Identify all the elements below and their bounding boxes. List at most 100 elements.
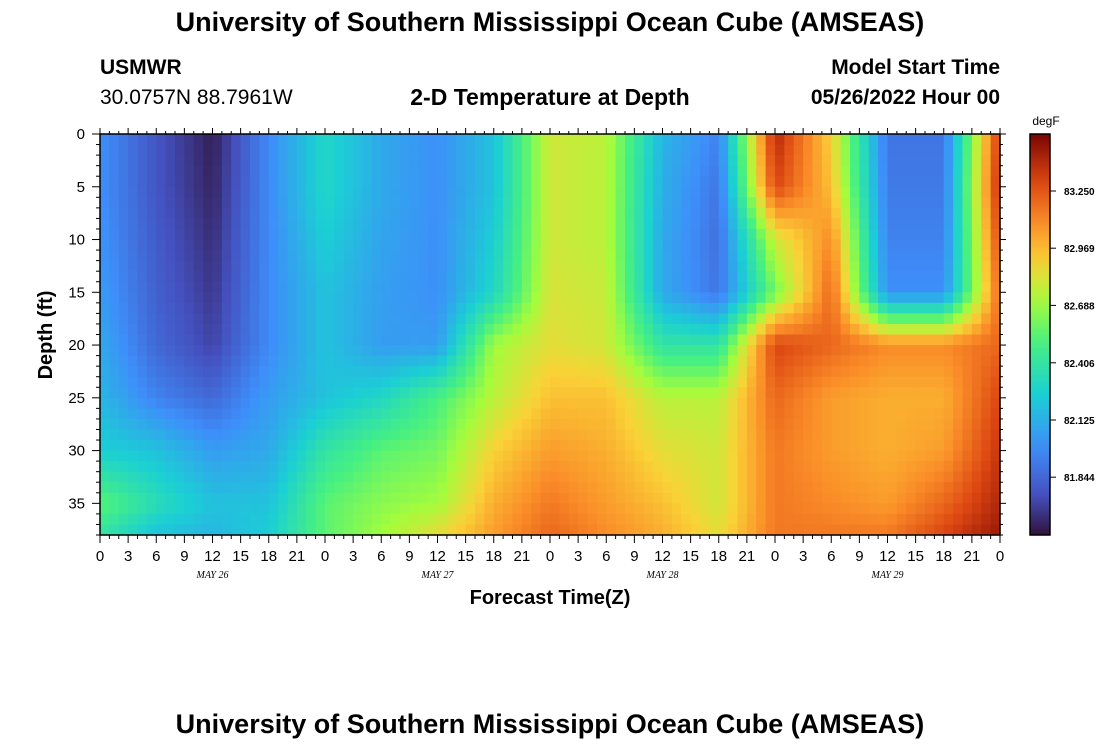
heatmap-cell [681,207,692,220]
heatmap-cell [240,461,251,473]
heatmap-cell [175,408,185,420]
heatmap-cell [493,334,504,346]
heatmap-cell [634,503,645,515]
heatmap-cell [746,207,757,220]
heatmap-cell [831,376,842,388]
heatmap-cell [653,418,664,431]
heatmap-cell [240,250,251,262]
heatmap-cell [981,155,992,167]
heatmap-cell [521,355,532,367]
heatmap-cell [709,482,720,494]
heatmap-cell [550,503,560,515]
heatmap-cell [418,440,429,452]
heatmap-cell [850,429,860,441]
heatmap-cell [634,345,645,357]
heatmap-cell [184,239,195,251]
heatmap-cell [634,397,645,409]
heatmap-cell [259,197,270,209]
heatmap-cell [831,313,842,325]
heatmap-cell [550,197,560,209]
heatmap-cell [643,461,654,473]
y-axis-label: Depth (ft) [35,291,57,380]
heatmap-cell [990,513,1001,526]
y-tick-label: 25 [68,390,85,407]
heatmap-cell [596,387,607,399]
heatmap-cell [775,482,785,494]
heatmap-cell [887,334,898,346]
heatmap-cell [137,524,148,536]
heatmap-cell [390,429,401,441]
heatmap-cell [934,397,945,409]
heatmap-cell [746,155,757,167]
heatmap-cell [193,482,204,494]
heatmap-cell [700,218,710,230]
heatmap-cell [418,207,429,220]
heatmap-cell [578,197,589,209]
heatmap-cell [193,418,204,431]
heatmap-cell [962,281,973,293]
heatmap-cell [971,228,982,241]
heatmap-cell [625,218,635,230]
heatmap-cell [203,524,214,536]
heatmap-cell [718,524,729,536]
heatmap-cell [296,176,307,188]
heatmap-cell [250,186,260,198]
heatmap-cell [437,334,448,346]
heatmap-cell [456,397,467,409]
heatmap-cell [587,387,598,399]
heatmap-cell [643,302,654,314]
heatmap-cell [193,186,204,198]
heatmap-cell [737,134,748,146]
heatmap-cell [137,186,148,198]
heatmap-cell [953,155,964,167]
heatmap-cell [156,144,167,156]
heatmap-cell [278,155,289,167]
y-tick-label: 5 [77,179,85,196]
heatmap-cell [578,292,589,304]
heatmap-cell [212,250,223,262]
heatmap-cell [390,176,401,188]
y-tick-label: 35 [68,495,85,512]
heatmap-cell [606,513,617,526]
heatmap-cell [184,355,195,367]
heatmap-cell [240,450,251,462]
heatmap-cell [465,271,476,283]
heatmap-cell [325,355,335,367]
heatmap-cell [446,355,457,367]
heatmap-cell [184,197,195,209]
heatmap-cell [371,281,382,293]
heatmap-cell [287,450,298,462]
heatmap-cell [203,186,214,198]
heatmap-cell [915,323,926,336]
x-tick-label: 9 [855,548,863,565]
heatmap-cell [221,144,232,156]
heatmap-cell [981,134,992,146]
heatmap-cell [231,271,242,283]
heatmap-cell [653,408,664,420]
heatmap-cell [371,450,382,462]
heatmap-cell [821,228,832,241]
heatmap-cell [362,492,373,504]
heatmap-cell [784,334,795,346]
heatmap-cell [915,366,926,378]
heatmap-cell [278,408,289,420]
heatmap-cell [840,418,851,431]
heatmap-cell [915,176,926,188]
heatmap-cell [775,366,785,378]
x-tick-label: 21 [739,548,756,565]
heatmap-cell [465,429,476,441]
heatmap-cell [568,207,579,220]
heatmap-cell [606,376,617,388]
heatmap-cell [981,334,992,346]
heatmap-cell [971,239,982,251]
heatmap-cell [643,218,654,230]
heatmap-cell [981,197,992,209]
heatmap-cell [606,323,617,336]
heatmap-cell [343,513,354,526]
heatmap-cell [184,418,195,431]
heatmap-cell [765,503,776,515]
heatmap-cell [259,397,270,409]
heatmap-cell [146,524,157,536]
heatmap-cell [268,186,279,198]
heatmap-cell [587,524,598,536]
